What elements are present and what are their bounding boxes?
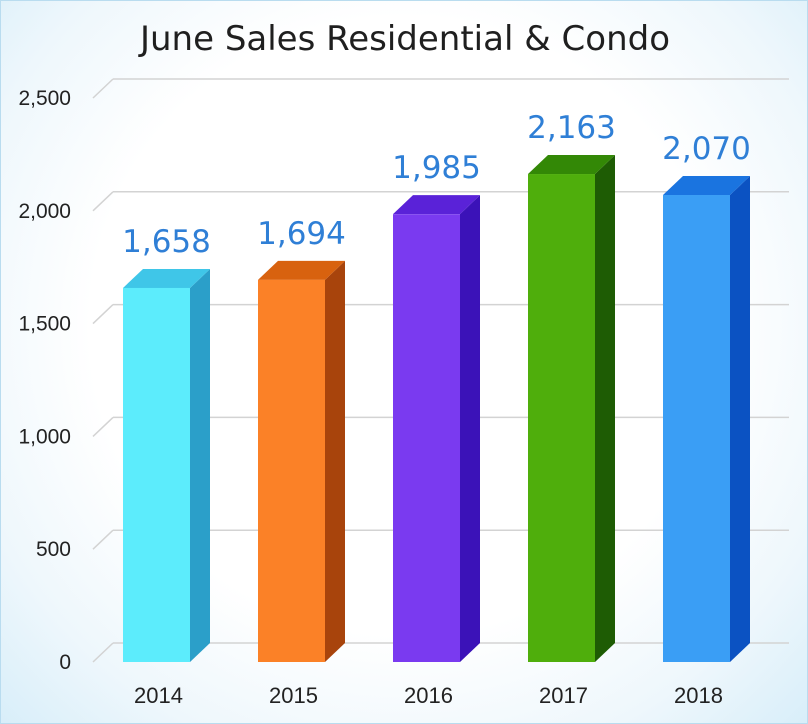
- bar-front: [528, 174, 595, 662]
- bar-front: [393, 214, 460, 662]
- gridline-depth: [92, 416, 114, 437]
- x-tick-label: 2016: [404, 683, 453, 708]
- bar-top: [258, 260, 345, 280]
- bar-side: [460, 195, 480, 662]
- bar-top: [393, 195, 480, 215]
- bar-top: [123, 268, 210, 288]
- chart-title: June Sales Residential & Condo: [139, 19, 671, 59]
- x-tick-label: 2018: [674, 683, 723, 708]
- bar-2015: [258, 260, 345, 662]
- bar-2014: [123, 268, 210, 662]
- data-label: 1,694: [257, 216, 346, 252]
- gridline-depth: [92, 304, 114, 325]
- bar-front: [123, 287, 190, 662]
- data-label: 1,658: [122, 224, 211, 260]
- y-tick-label: 2,500: [18, 87, 71, 110]
- gridline-depth: [92, 642, 114, 663]
- y-tick-label: 2,000: [18, 200, 71, 223]
- y-tick-label: 0: [59, 651, 71, 674]
- data-label: 1,985: [392, 150, 481, 186]
- bar-front: [663, 195, 730, 662]
- data-label: 2,163: [527, 110, 616, 146]
- bar-2017: [528, 155, 615, 662]
- x-axis-ticks: 2014 2015 2016 2017 2018: [134, 683, 723, 708]
- y-tick-label: 1,000: [18, 425, 71, 448]
- bar-2016: [393, 195, 480, 662]
- gridline-depth: [92, 78, 114, 99]
- x-tick-label: 2017: [539, 683, 588, 708]
- x-tick-label: 2015: [269, 683, 318, 708]
- y-axis-ticks: 0 500 1,000 1,500 2,000 2,500: [18, 87, 71, 674]
- bars: [123, 155, 750, 662]
- bar-side: [730, 176, 750, 662]
- data-label: 2,070: [662, 131, 751, 167]
- y-tick-label: 1,500: [18, 313, 71, 336]
- bar-top: [663, 176, 750, 196]
- gridline-depth: [92, 191, 114, 212]
- bar-2018: [663, 176, 750, 662]
- y-tick-label: 500: [36, 538, 71, 561]
- gridline-depth: [92, 529, 114, 550]
- bar-top: [528, 155, 615, 175]
- data-labels: 1,658 1,694 1,985 2,163 2,070: [122, 110, 751, 260]
- bar-side: [190, 268, 210, 662]
- x-tick-label: 2014: [134, 683, 183, 708]
- bar-side: [325, 260, 345, 662]
- bar-side: [595, 155, 615, 662]
- bar-front: [258, 279, 325, 662]
